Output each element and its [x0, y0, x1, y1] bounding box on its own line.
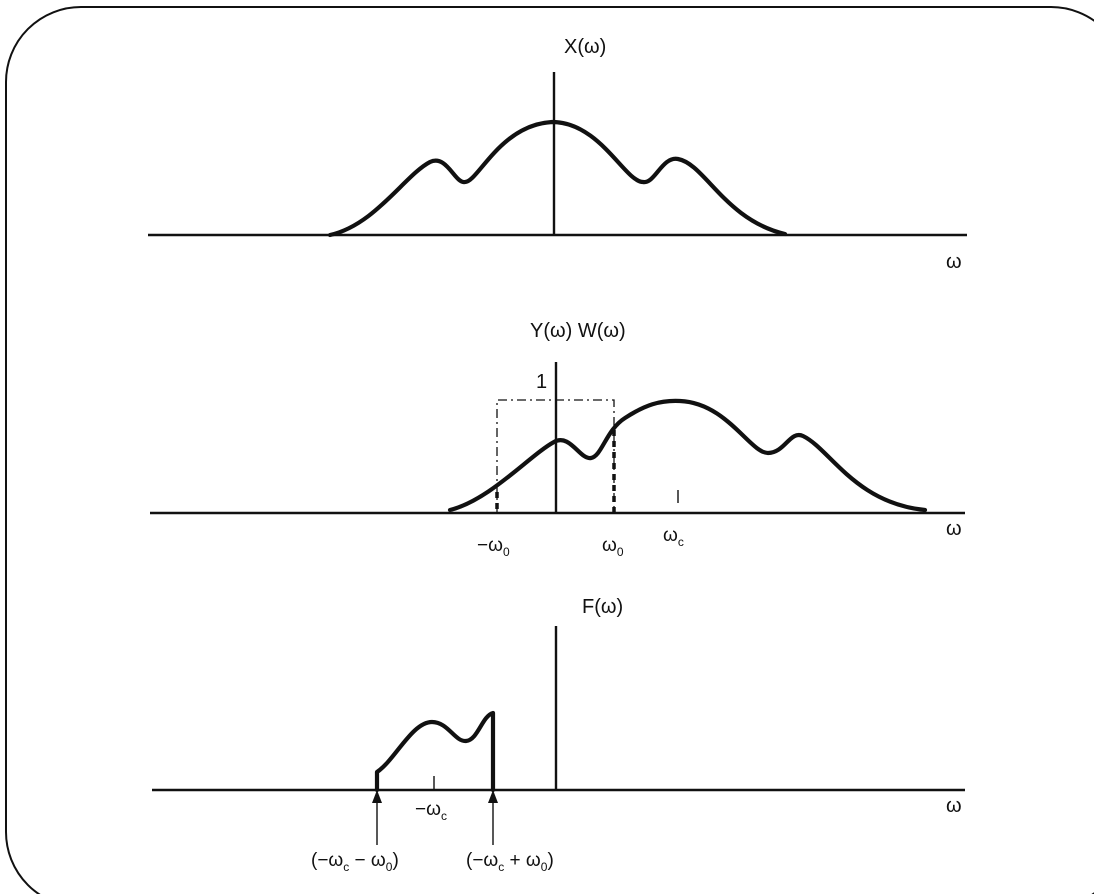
minus-omega0-label: −ω0: [477, 535, 510, 559]
right-edge-label: (−ωc + ω0): [466, 850, 554, 874]
minus-omega-c-label: −ωc: [415, 799, 447, 823]
panel-top: X(ω) ω: [148, 36, 967, 273]
panel-middle: 1 Y(ω) W(ω) ω −ω0 ω0 ωc: [150, 320, 965, 559]
figure-frame: [5, 6, 1094, 894]
omega-c-label: ωc: [663, 525, 684, 549]
left-edge-label: (−ωc − ω0): [311, 850, 399, 874]
bottom-spectrum-curve: [374, 710, 496, 793]
panel-bottom: F(ω) ω −ωc (−ωc − ω0) (−ωc + ω0): [152, 596, 965, 874]
bottom-axis-label: ω: [946, 795, 962, 817]
middle-spectrum-curve: [447, 398, 928, 513]
left-edge-arrow-head: [372, 790, 382, 803]
top-spectrum-curve: [327, 119, 788, 238]
middle-panel-title: Y(ω) W(ω): [530, 320, 626, 342]
top-axis-label: ω: [946, 251, 962, 273]
top-panel-title: X(ω): [564, 36, 606, 58]
middle-axis-label: ω: [946, 518, 962, 540]
window-height-label: 1: [536, 371, 547, 393]
right-edge-arrow-head: [488, 790, 498, 803]
bottom-panel-title: F(ω): [582, 596, 623, 618]
omega0-label: ω0: [602, 535, 624, 559]
